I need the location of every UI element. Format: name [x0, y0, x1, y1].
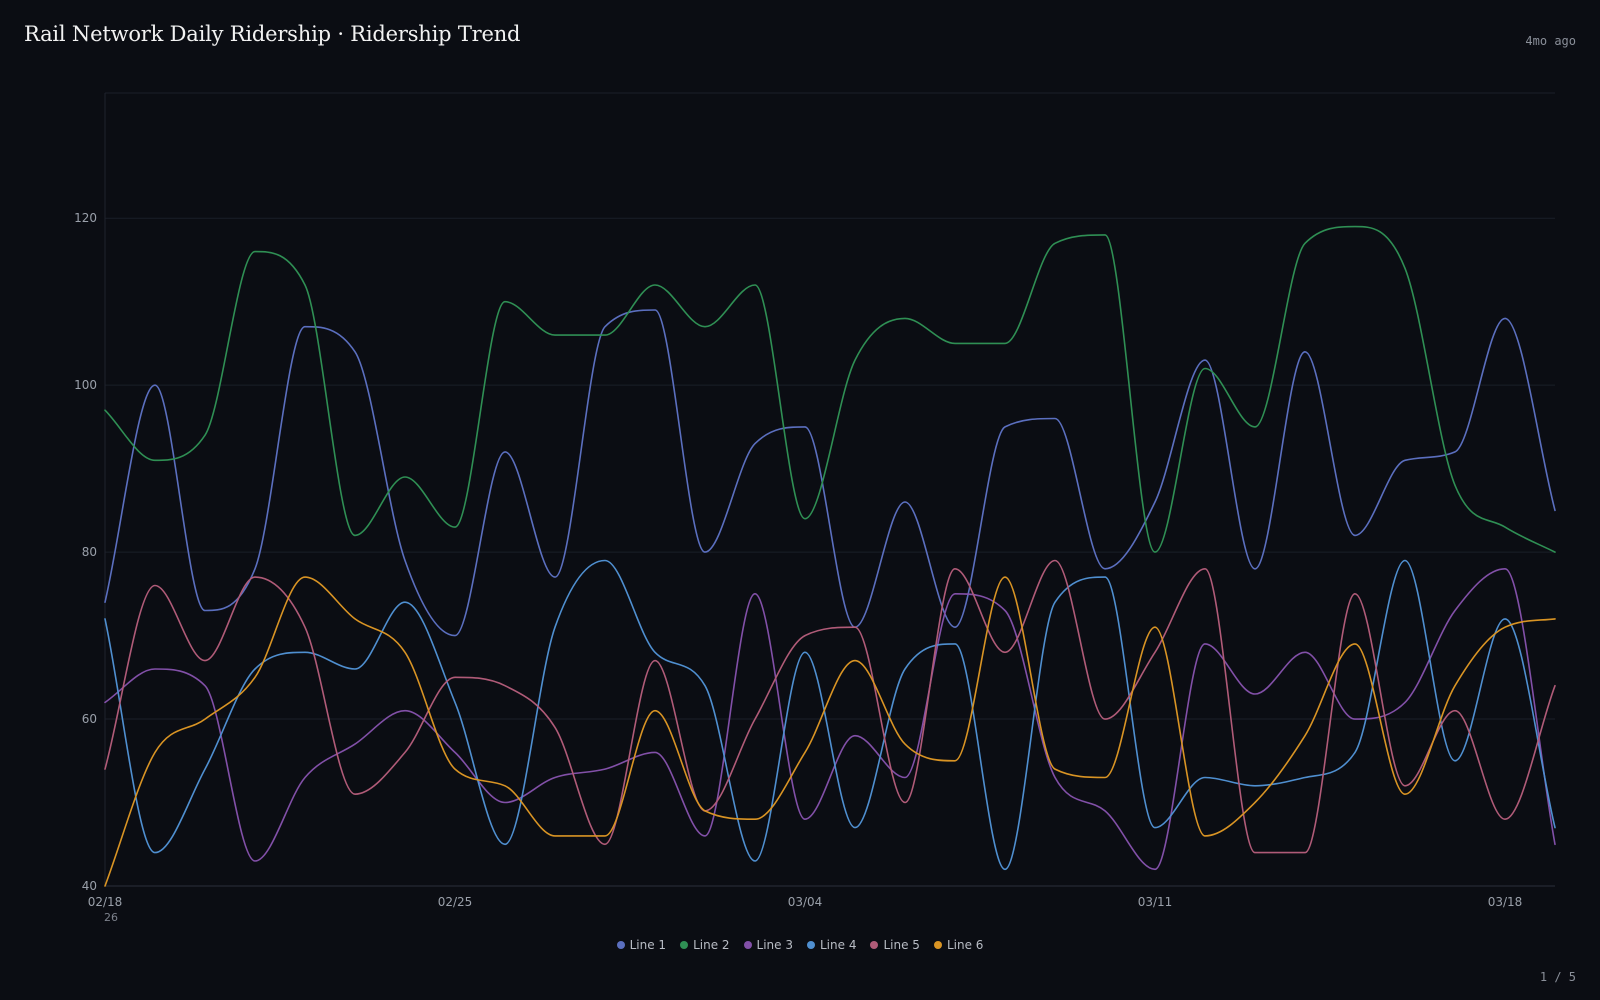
legend-label: Line 4 [820, 938, 857, 952]
legend-label: Line 3 [756, 938, 793, 952]
axes [104, 93, 1555, 887]
legend-label: Line 1 [629, 938, 667, 952]
legend-swatch [870, 941, 879, 949]
series-lines [104, 225, 1556, 887]
x-tick-label: 02/25 [438, 895, 473, 909]
legend-swatch [616, 941, 625, 949]
timestamp: 4mo ago [1525, 34, 1576, 48]
series-line-line-5[interactable] [104, 559, 1556, 854]
x-tick-label: 03/18 [1488, 895, 1523, 909]
legend-item-line-4[interactable]: Line 4 [807, 938, 856, 952]
legend-swatch [743, 941, 752, 949]
y-tick-label: 60 [82, 712, 97, 726]
legend-label: Line 6 [946, 938, 984, 952]
legend-item-line-1[interactable]: Line 1 [616, 938, 667, 952]
x-tick-sublabel: 26 [104, 911, 118, 924]
legend-label: Line 2 [693, 938, 730, 952]
x-tick-label: 03/11 [1138, 895, 1173, 909]
legend-swatch [933, 941, 942, 949]
legend-swatch [807, 941, 815, 949]
y-tick-label: 80 [82, 545, 97, 559]
x-tick-label: 03/04 [788, 895, 823, 909]
legend-item-line-3[interactable]: Line 3 [743, 938, 793, 952]
grid-lines [105, 92, 1555, 887]
line-chart[interactable]: 40 60 80 100 120 02/18 26 02/25 03/04 03/11 03/18 [0, 0, 1600, 930]
series-line-line-4[interactable] [104, 559, 1556, 871]
legend-item-line-6[interactable]: Line 6 [933, 938, 984, 952]
series-line-line-1[interactable] [104, 309, 1556, 637]
legend-swatch [680, 941, 689, 949]
y-tick-label: 120 [74, 211, 97, 225]
y-tick-label: 100 [74, 378, 97, 392]
series-line-line-6[interactable] [104, 576, 1556, 887]
tick-labels: 40 60 80 100 120 02/18 26 02/25 03/04 03/11 03/18 [74, 211, 1522, 924]
series-line-line-3[interactable] [104, 568, 1556, 871]
legend-label: Line 5 [883, 938, 920, 952]
x-tick-label: 02/18 [88, 895, 123, 909]
legend-item-line-2[interactable]: Line 2 [680, 938, 730, 952]
y-tick-label: 40 [82, 879, 97, 893]
series-line-line-2[interactable] [104, 225, 1556, 553]
legend-item-line-5[interactable]: Line 5 [870, 938, 920, 952]
chart-title: Rail Network Daily Ridership · Ridership… [24, 22, 521, 46]
page-indicator: 1 / 5 [1539, 970, 1576, 984]
chart-legend: Line 1 Line 2 Line 3 Line 4 Line 5 Line 6 [0, 938, 1600, 952]
